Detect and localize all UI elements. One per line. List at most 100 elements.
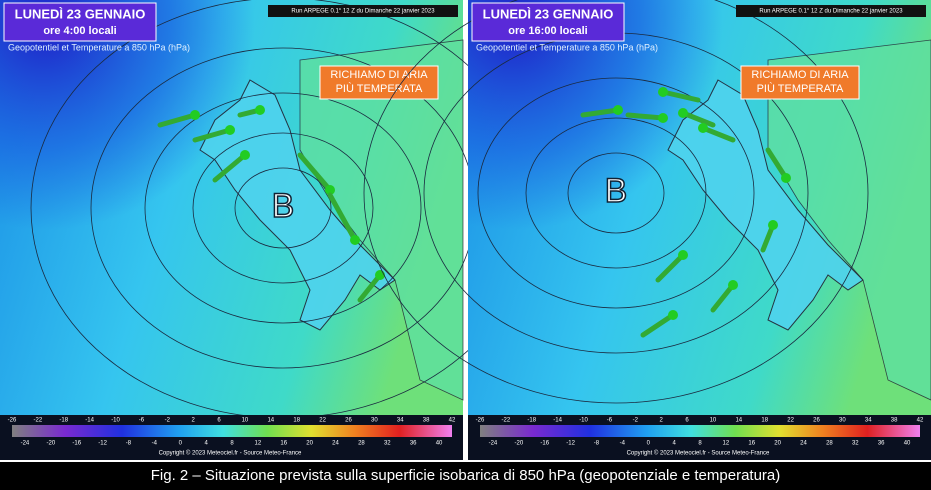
wind-arrow-head xyxy=(678,250,688,260)
wind-arrow xyxy=(580,107,621,118)
colorbar-label: 22 xyxy=(787,418,794,424)
colorbar-label: 42 xyxy=(917,418,924,424)
colorbar-label: 8 xyxy=(698,441,702,447)
colorbar-label: 38 xyxy=(423,418,430,424)
colorbar-label: -24 xyxy=(21,441,30,447)
wind-arrow-head xyxy=(350,235,360,245)
run-info: Run ARPEGE 0.1° 12 Z du Dimanche 22 janv… xyxy=(291,9,435,15)
colorbar-label: 16 xyxy=(748,441,755,447)
run-info: Run ARPEGE 0.1° 12 Z du Dimanche 22 janv… xyxy=(759,9,903,15)
colorbar-label: 30 xyxy=(839,418,846,424)
colorbar-label: 34 xyxy=(397,418,404,424)
isobar xyxy=(144,92,422,324)
colorbar-label: -6 xyxy=(139,418,145,424)
isobar xyxy=(567,152,665,234)
colorbar-label: 8 xyxy=(230,441,234,447)
colorbar-label: 34 xyxy=(865,418,872,424)
title: LUNEDÌ 23 GENNAIO xyxy=(15,6,146,21)
colorbar-label: 38 xyxy=(891,418,898,424)
title-box xyxy=(471,2,625,42)
title: LUNEDÌ 23 GENNAIO xyxy=(483,6,614,21)
wind-arrow xyxy=(192,127,233,143)
wind-arrow xyxy=(655,252,686,283)
colorbar-label: -2 xyxy=(165,418,171,424)
colorbar-label: 22 xyxy=(319,418,326,424)
isobar xyxy=(192,132,374,284)
wind-arrow-head xyxy=(728,280,738,290)
wind-arrow xyxy=(710,282,736,313)
colorbar-label: 24 xyxy=(800,441,807,447)
colorbar-label: 36 xyxy=(878,441,885,447)
colorbar-label: 6 xyxy=(217,418,221,424)
colorbar-label: 26 xyxy=(813,418,820,424)
land xyxy=(667,79,864,331)
colorbar-label: -18 xyxy=(59,418,68,424)
land xyxy=(199,79,396,331)
colorbar-label: -10 xyxy=(579,418,588,424)
colorbar-bg xyxy=(468,415,931,460)
isobar xyxy=(525,117,707,269)
colorbar-label: -4 xyxy=(620,441,626,447)
colorbar-label: -10 xyxy=(111,418,120,424)
colorbar-label: 42 xyxy=(449,418,456,424)
colorbar-label: -20 xyxy=(46,441,55,447)
run-box xyxy=(736,5,926,17)
colorbar-label: 20 xyxy=(306,441,313,447)
colorbar-label: 12 xyxy=(255,441,262,447)
maps: B LUNEDÌ 23 GENNAIO ore 4:00 locali Run ARP… xyxy=(0,0,931,460)
colorbar-label: 32 xyxy=(384,441,391,447)
colorbar-label: -8 xyxy=(126,441,132,447)
colorbar-label: 2 xyxy=(660,418,664,424)
colorbar-label: 32 xyxy=(852,441,859,447)
wind-arrow xyxy=(660,89,701,103)
wind-arrow-head xyxy=(781,173,791,183)
colorbar-label: -4 xyxy=(152,441,158,447)
isobar xyxy=(477,77,755,309)
wind-arrow xyxy=(157,112,198,128)
colorbar-label: -2 xyxy=(633,418,639,424)
colorbar-label: 4 xyxy=(204,441,208,447)
wind-arrow xyxy=(765,147,789,181)
colorbar-label: -6 xyxy=(607,418,613,424)
copyright: Copyright © 2023 Meteociel.fr - Source M… xyxy=(627,450,770,457)
colorbar-label: 24 xyxy=(332,441,339,447)
colorbar-label: 12 xyxy=(723,441,730,447)
wind-arrow-head xyxy=(325,185,335,195)
time: ore 16:00 locali xyxy=(508,25,588,37)
isobar xyxy=(234,167,332,249)
wind-arrow-head xyxy=(678,108,688,118)
wind-arrow-head xyxy=(668,310,678,320)
colorbar-label: 14 xyxy=(267,418,274,424)
colorbar-label: -8 xyxy=(594,441,600,447)
annotation: RICHIAMO DI ARIA xyxy=(330,69,428,81)
colorbar-label: -22 xyxy=(502,418,511,424)
colorbar-label: 0 xyxy=(179,441,183,447)
annotation-box xyxy=(740,65,860,100)
wind-arrow xyxy=(212,152,248,183)
wind-arrow xyxy=(297,152,333,193)
product: Geopotentiel et Temperature a 850 hPa (h… xyxy=(8,42,190,52)
wind-arrow xyxy=(680,110,716,128)
colorbar-label: 0 xyxy=(647,441,651,447)
colorbar-label: -22 xyxy=(34,418,43,424)
colorbar-label: 10 xyxy=(242,418,249,424)
wind-arrow-head xyxy=(225,125,235,135)
wind-arrow xyxy=(625,112,666,121)
colorbar-label: -26 xyxy=(8,418,17,424)
colorbar-bg xyxy=(0,415,463,460)
annotation: PIÙ TEMPERATA xyxy=(757,82,844,95)
colorbar-label: 18 xyxy=(761,418,768,424)
isobar xyxy=(363,0,869,404)
colorbar-label: -16 xyxy=(72,441,81,447)
colorbar xyxy=(480,425,920,437)
colorbar-label: -20 xyxy=(514,441,523,447)
time: ore 4:00 locali xyxy=(43,25,116,37)
colorbar-label: -18 xyxy=(527,418,536,424)
colorbar-label: 36 xyxy=(410,441,417,447)
colorbar xyxy=(12,425,452,437)
colorbar-label: -12 xyxy=(566,441,575,447)
caption: Fig. 2 – Situazione prevista sulla super… xyxy=(0,462,931,490)
colorbar-label: -24 xyxy=(489,441,498,447)
wind-arrow xyxy=(640,312,676,338)
wind-arrow-head xyxy=(255,105,265,115)
